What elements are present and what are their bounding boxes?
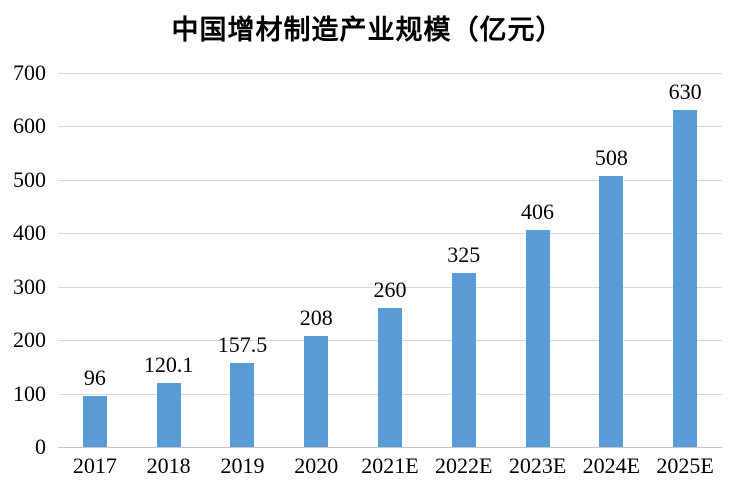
bar-2024E: [599, 175, 624, 447]
y-axis-tick-label: 500: [13, 166, 46, 192]
data-label-2024E: 508: [594, 144, 628, 170]
x-axis-tick-label: 2018: [146, 453, 191, 478]
bar-2021E: [378, 308, 402, 447]
x-axis-tick-label: 2020: [294, 453, 339, 478]
gridline: [58, 286, 722, 288]
data-label-2021E: 260: [373, 277, 407, 303]
gridline: [58, 73, 722, 74]
x-axis-tick-label: 2022E: [435, 453, 493, 478]
x-axis-tick-label: 2023E: [508, 453, 567, 478]
x-axis-tick-label: 2019: [220, 453, 265, 478]
data-label-2025E: 630: [668, 79, 702, 105]
bar-2023E: [525, 230, 550, 447]
data-label-2017: 96: [83, 364, 106, 390]
gridline: [58, 126, 722, 128]
gridline: [58, 233, 722, 235]
y-axis-tick-label: 100: [13, 380, 46, 406]
bar-2019: [230, 362, 255, 447]
chart-title: 中国增材制造产业规模（亿元）: [171, 15, 564, 45]
x-axis-tick-label: 2025E: [656, 453, 714, 478]
x-axis-tick-label: 2017: [72, 453, 117, 478]
x-axis-tick-label: 2021E: [361, 453, 419, 478]
x-axis-tick-label: 2024E: [582, 453, 641, 478]
y-axis-tick-label: 0: [35, 434, 46, 459]
data-label-2022E: 325: [447, 242, 481, 268]
bar-2025E: [673, 110, 698, 447]
plot-area: 96 120.1 157.5 208 260 325 406 508 630: [58, 73, 722, 448]
data-label-2019: 157.5: [217, 331, 268, 357]
data-label-2020: 208: [299, 304, 333, 330]
bar-2018: [156, 382, 181, 447]
bar-2020: [304, 335, 329, 447]
x-axis-baseline: [58, 447, 722, 448]
bar-2017: [82, 395, 107, 447]
y-axis-tick-label: 400: [13, 220, 46, 246]
y-axis-tick-label: 300: [13, 273, 46, 299]
y-axis-tick-label: 600: [13, 113, 46, 139]
y-axis-tick-label: 200: [13, 327, 46, 353]
data-label-2023E: 406: [521, 199, 555, 225]
bar-2022E: [451, 273, 476, 447]
data-label-2018: 120.1: [143, 351, 194, 377]
y-axis-tick-label: 700: [13, 60, 46, 85]
gridline: [58, 179, 722, 181]
